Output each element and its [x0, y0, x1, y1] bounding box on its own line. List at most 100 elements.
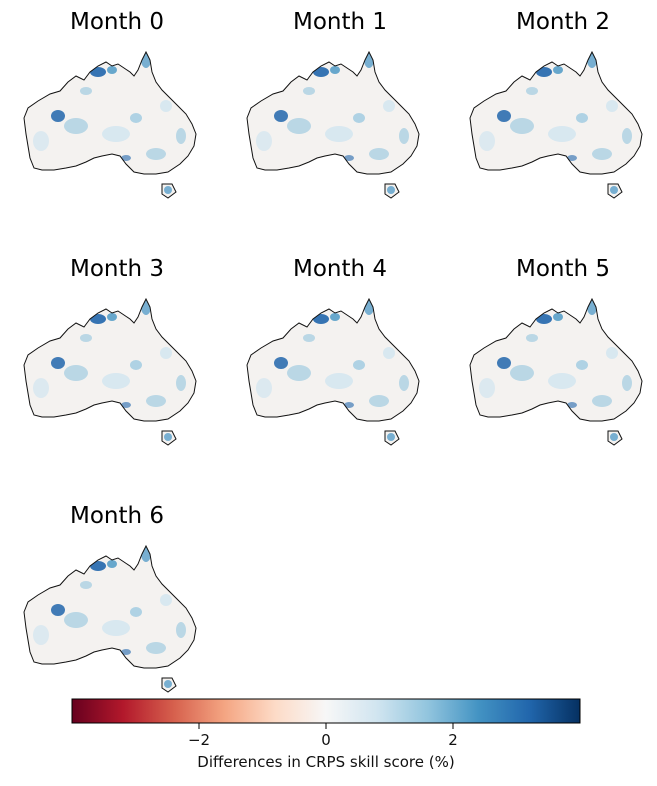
skill-difference-patch: [610, 186, 618, 194]
colorbar-gradient: [71, 698, 581, 724]
skill-difference-patch: [536, 314, 552, 324]
skill-difference-patch: [107, 313, 117, 321]
skill-difference-patch: [399, 128, 409, 144]
skill-difference-patch: [287, 365, 311, 381]
skill-difference-patch: [383, 347, 395, 359]
skill-difference-patch: [344, 402, 354, 408]
skill-difference-patch: [130, 607, 142, 617]
skill-difference-patch: [130, 360, 142, 370]
skill-difference-patch: [51, 357, 65, 369]
skill-difference-patch: [313, 314, 329, 324]
skill-difference-patch: [510, 118, 534, 134]
skill-difference-patch: [121, 155, 131, 161]
skill-difference-patch: [164, 680, 172, 688]
skill-difference-patch: [567, 402, 577, 408]
skill-difference-patch: [256, 378, 272, 398]
skill-difference-patch: [160, 594, 172, 606]
skill-difference-patch: [548, 126, 576, 142]
skill-difference-patch: [274, 357, 288, 369]
skill-difference-patch: [479, 131, 495, 151]
skill-difference-patch: [160, 347, 172, 359]
skill-difference-patch: [287, 118, 311, 134]
skill-difference-patch: [90, 561, 106, 571]
skill-difference-patch: [330, 313, 340, 321]
skill-difference-patch: [553, 313, 563, 321]
skill-difference-patch: [64, 118, 88, 134]
panel-title: Month 3: [69, 256, 165, 282]
skill-difference-patch: [80, 581, 92, 589]
skill-difference-patch: [33, 625, 49, 645]
skill-difference-patch: [121, 402, 131, 408]
skill-difference-patch: [622, 375, 632, 391]
mainland-coastline: [246, 297, 420, 422]
skill-difference-patch: [369, 395, 389, 407]
skill-difference-patch: [274, 110, 288, 122]
skill-difference-patch: [606, 347, 618, 359]
skill-difference-patch: [313, 67, 329, 77]
australia-map: [469, 297, 643, 446]
tasmania-coastline: [161, 677, 177, 693]
map-panel-month-5: Month 5: [458, 255, 657, 455]
mainland-coastline: [469, 50, 643, 175]
panel-title: Month 6: [69, 503, 165, 529]
skill-difference-patch: [107, 66, 117, 74]
skill-difference-patch: [164, 186, 172, 194]
skill-difference-patch: [146, 148, 166, 160]
skill-difference-patch: [344, 155, 354, 161]
panel-title: Month 4: [292, 256, 388, 282]
panel-title: Month 1: [292, 9, 388, 35]
skill-difference-patch: [325, 373, 353, 389]
skill-difference-patch: [160, 100, 172, 112]
skill-difference-patch: [399, 375, 409, 391]
map-panel-month-1: Month 1: [235, 8, 445, 208]
skill-difference-patch: [146, 642, 166, 654]
skill-difference-patch: [387, 186, 395, 194]
australia-map: [23, 50, 197, 199]
skill-difference-patch: [387, 433, 395, 441]
skill-difference-patch: [622, 128, 632, 144]
colorbar-tick-label: −2: [188, 731, 210, 749]
mainland-coastline: [23, 50, 197, 175]
skill-difference-patch: [176, 375, 186, 391]
tasmania-coastline: [607, 183, 623, 199]
tasmania-coastline: [607, 430, 623, 446]
skill-difference-patch: [610, 433, 618, 441]
map-panel-month-4: Month 4: [235, 255, 445, 455]
skill-difference-patch: [553, 66, 563, 74]
skill-difference-patch: [325, 126, 353, 142]
skill-difference-patch: [164, 433, 172, 441]
skill-difference-patch: [353, 360, 365, 370]
skill-difference-patch: [176, 622, 186, 638]
skill-difference-patch: [80, 87, 92, 95]
panel-title: Month 2: [515, 9, 611, 35]
skill-difference-patch: [121, 649, 131, 655]
australia-map: [246, 50, 420, 199]
skill-difference-patch: [102, 126, 130, 142]
mainland-coastline: [246, 50, 420, 175]
tasmania-coastline: [161, 430, 177, 446]
skill-difference-patch: [51, 604, 65, 616]
skill-difference-patch: [383, 100, 395, 112]
skill-difference-patch: [303, 334, 315, 342]
skill-difference-patch: [51, 110, 65, 122]
skill-difference-patch: [510, 365, 534, 381]
skill-difference-patch: [176, 128, 186, 144]
skill-difference-patch: [576, 360, 588, 370]
skill-difference-patch: [479, 378, 495, 398]
skill-difference-patch: [369, 148, 389, 160]
skill-difference-patch: [567, 155, 577, 161]
skill-difference-patch: [576, 113, 588, 123]
australia-map: [23, 297, 197, 446]
skill-difference-patch: [330, 66, 340, 74]
panel-title: Month 5: [515, 256, 611, 282]
map-panel-month-2: Month 2: [458, 8, 657, 208]
skill-difference-patch: [497, 110, 511, 122]
skill-difference-patch: [107, 560, 117, 568]
colorbar-tick-label: 0: [321, 731, 331, 749]
skill-difference-patch: [33, 131, 49, 151]
skill-difference-patch: [536, 67, 552, 77]
skill-difference-patch: [548, 373, 576, 389]
map-panel-month-0: Month 0: [12, 8, 222, 208]
skill-difference-patch: [526, 334, 538, 342]
mainland-coastline: [23, 544, 197, 669]
